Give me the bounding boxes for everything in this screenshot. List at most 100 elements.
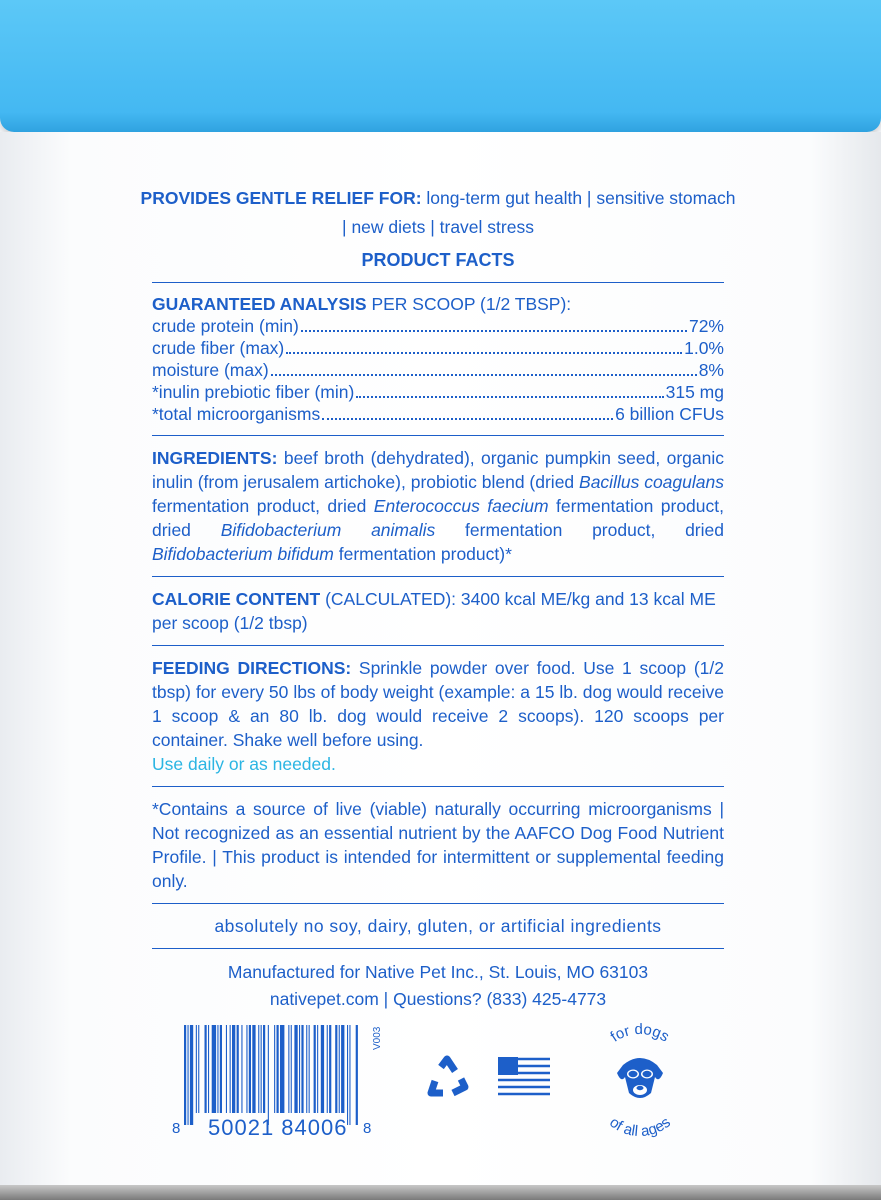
barcode-bar: [299, 1025, 301, 1113]
barcode-bar: [241, 1025, 243, 1113]
barcode-bar: [320, 1025, 325, 1113]
barcode-bar: [301, 1025, 304, 1113]
recycle-icon: [427, 1055, 469, 1097]
barcode-bar: [232, 1025, 236, 1113]
manufacturer: Manufactured for Native Pet Inc., St. Lo…: [227, 962, 649, 982]
divider: [152, 576, 724, 577]
barcode-bar: [248, 1025, 251, 1113]
row-value: 315 mg: [665, 382, 724, 402]
badge-bottom-text: of all ages: [606, 1114, 674, 1140]
barcode-bar: [338, 1025, 340, 1113]
feeding-heading: FEEDING DIRECTIONS:: [152, 658, 352, 678]
analysis-row: crude protein (min) 72%: [152, 315, 724, 337]
calorie-content: CALORIE CONTENT (CALCULATED): 3400 kcal …: [152, 587, 724, 635]
barcode-bar: [306, 1025, 308, 1113]
calorie-text: (CALCULATED): 3400 kcal ME/kg and 13 kca…: [152, 589, 716, 633]
row-label: crude fiber (max): [152, 338, 285, 358]
relief-text: long-term gut health | sensitive stomach…: [342, 188, 736, 237]
row-label: moisture (max): [152, 360, 269, 380]
barcode-right-digit: 8: [363, 1120, 371, 1137]
ingredient-species: Bifidobacterium animalis: [220, 520, 436, 540]
barcode-bar: [349, 1025, 351, 1125]
svg-text:for dogs: for dogs: [607, 1021, 672, 1046]
relief-heading: PROVIDES GENTLE RELIEF FOR:: [140, 188, 422, 208]
ingredient-species: Bifidobacterium bifidum: [152, 544, 334, 564]
barcode-bar: [229, 1025, 231, 1113]
barcode-bar: [225, 1025, 227, 1113]
barcode-bar: [347, 1025, 349, 1125]
barcode-number: 50021 84006: [208, 1115, 347, 1140]
contact: nativepet.com | Questions? (833) 425-477…: [269, 989, 607, 1009]
row-value: 1.0%: [684, 338, 724, 358]
ingredients-text: fermentation product)*: [333, 544, 512, 564]
manufacturer-info: Manufactured for Native Pet Inc., St. Lo…: [138, 959, 738, 1013]
ingredients-text: fermentation product, dried: [435, 520, 724, 540]
barcode: 8 50021 84006 8 V003: [172, 1025, 383, 1140]
barcode-bar: [263, 1025, 266, 1113]
ingredients-heading: INGREDIENTS:: [152, 448, 278, 468]
barcode-bar: [267, 1025, 269, 1125]
barcode-bar: [288, 1025, 290, 1113]
feeding-text: Sprinkle powder over food. Use 1 scoop (…: [152, 658, 724, 750]
barcode-bar: [308, 1025, 310, 1113]
barcode-bar: [195, 1025, 197, 1113]
analysis-heading: GUARANTEED ANALYSIS: [152, 294, 367, 314]
container-lid: [0, 0, 881, 132]
container-base: [0, 1185, 881, 1200]
bottom-icons-row: 8 50021 84006 8 V003 for dogs of all age…: [152, 1021, 724, 1145]
barcode-bar: [329, 1025, 332, 1113]
row-value: 72%: [688, 316, 724, 336]
analysis-subheading: PER SCOOP (1/2 TBSP):: [371, 294, 572, 314]
barcode-bar: [276, 1025, 279, 1113]
barcode-bar: [355, 1025, 358, 1125]
barcode-bar: [211, 1025, 217, 1113]
guaranteed-analysis: GUARANTEED ANALYSIS PER SCOOP (1/2 TBSP)…: [152, 293, 724, 425]
barcode-bar: [208, 1025, 210, 1113]
barcode-bar: [274, 1025, 276, 1113]
feeding-note: Use daily or as needed.: [152, 754, 336, 774]
barcode-bar: [246, 1025, 248, 1113]
feeding-directions: FEEDING DIRECTIONS: Sprinkle powder over…: [152, 656, 724, 776]
divider: [152, 282, 724, 283]
barcode-bar: [198, 1025, 200, 1113]
divider: [152, 435, 724, 436]
free-from-statement: absolutely no soy, dairy, gluten, or art…: [214, 916, 662, 936]
barcode-bar: [335, 1025, 338, 1113]
us-flag-icon: [498, 1057, 550, 1096]
row-value: 8%: [698, 360, 724, 380]
divider: [152, 948, 724, 949]
analysis-row: *inulin prebiotic fiber (min) 315 mg: [152, 381, 724, 403]
row-label: *total microorganisms: [152, 404, 321, 424]
barcode-bar: [290, 1025, 292, 1113]
analysis-row: *total microorganisms 6 billion CFUs: [152, 403, 724, 425]
dog-sunglasses-icon: [617, 1058, 663, 1098]
row-value: 6 billion CFUs: [615, 404, 724, 424]
ingredients-text: beef broth (dehydrated), organic pumpkin…: [152, 448, 724, 492]
barcode-bar: [260, 1025, 262, 1113]
label-text-column: PROVIDES GENTLE RELIEF FOR: long-term gu…: [141, 184, 736, 1145]
barcode-bar: [294, 1025, 298, 1113]
container-label: [0, 132, 881, 1185]
row-label: *inulin prebiotic fiber (min): [152, 382, 355, 402]
svg-text:of all ages: of all ages: [606, 1114, 674, 1140]
ingredients: INGREDIENTS: beef broth (dehydrated), or…: [152, 446, 724, 566]
ingredient-species: Enterococcus faecium: [373, 496, 549, 516]
badge-top-text: for dogs: [607, 1021, 672, 1046]
divider: [152, 903, 724, 904]
barcode-bar: [217, 1025, 219, 1113]
barcode-bar: [317, 1025, 319, 1113]
divider: [152, 645, 724, 646]
barcode-bar: [326, 1025, 328, 1113]
barcode-bar: [252, 1025, 256, 1113]
ingredients-text: fermentation product, dried: [152, 496, 724, 540]
barcode-bar: [184, 1025, 187, 1125]
for-dogs-badge: for dogs of all ages: [606, 1021, 674, 1140]
relief-section: PROVIDES GENTLE RELIEF FOR: long-term gu…: [140, 184, 736, 242]
disclaimer: *Contains a source of live (viable) natu…: [152, 799, 724, 891]
version-code: V003: [372, 1026, 383, 1050]
ingredient-species: Bacillus coagulans: [579, 472, 724, 492]
barcode-bar: [258, 1025, 260, 1113]
divider: [152, 786, 724, 787]
row-label: crude protein (min): [152, 316, 299, 336]
calorie-heading: CALORIE CONTENT: [152, 589, 321, 609]
